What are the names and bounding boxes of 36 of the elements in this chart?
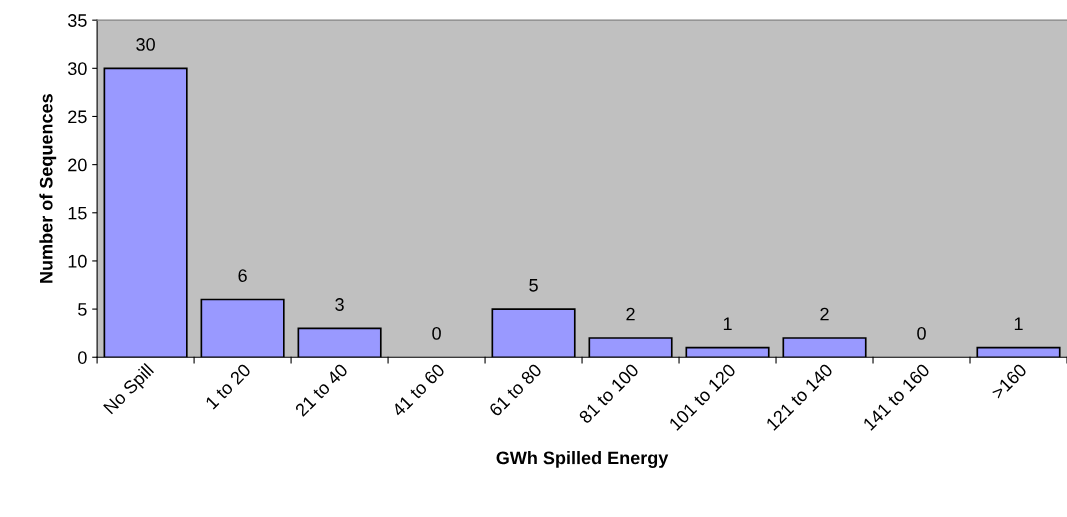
data-label: 0 — [917, 327, 926, 340]
bar — [491, 308, 576, 358]
y-tick-label: 20 — [68, 158, 87, 172]
data-label: 2 — [820, 307, 829, 321]
bar — [976, 346, 1061, 358]
x-axis-title: GWh Spilled Energy — [496, 451, 669, 468]
bar — [297, 327, 382, 358]
y-tick-label: 0 — [78, 351, 87, 364]
x-tick-label: 41 to 60 — [391, 362, 446, 418]
data-label: 2 — [626, 307, 635, 321]
x-tick-label: 21 to 40 — [294, 362, 349, 417]
y-tick-label: 25 — [68, 110, 87, 124]
bar — [782, 337, 867, 358]
data-label: 5 — [529, 279, 538, 292]
y-tick-label: 35 — [67, 14, 87, 27]
bar — [200, 298, 285, 358]
x-tick-label: 121 to 140 — [765, 362, 834, 431]
bar — [588, 337, 673, 358]
data-label: 1 — [1014, 317, 1023, 330]
bar — [685, 346, 770, 358]
x-tick-label: 101 to 120 — [668, 362, 737, 431]
data-label: 6 — [238, 269, 247, 282]
data-label: 0 — [432, 327, 441, 340]
x-tick-label: 81 to 100 — [578, 362, 640, 425]
y-tick-label: 10 — [68, 254, 87, 268]
data-label: 30 — [136, 38, 155, 51]
y-axis-title: Number of Sequences — [39, 94, 57, 283]
y-tick-label: 5 — [78, 303, 87, 316]
y-tick-label: 15 — [68, 206, 87, 220]
y-tick-label: 30 — [67, 62, 87, 76]
x-tick-label: 61 to 80 — [488, 362, 543, 417]
bar — [103, 67, 188, 358]
data-label: 1 — [723, 317, 732, 330]
data-label: 3 — [335, 298, 344, 311]
x-tick-label: 141 to 160 — [862, 362, 931, 431]
x-tick-label: 1 to 20 — [204, 362, 252, 410]
